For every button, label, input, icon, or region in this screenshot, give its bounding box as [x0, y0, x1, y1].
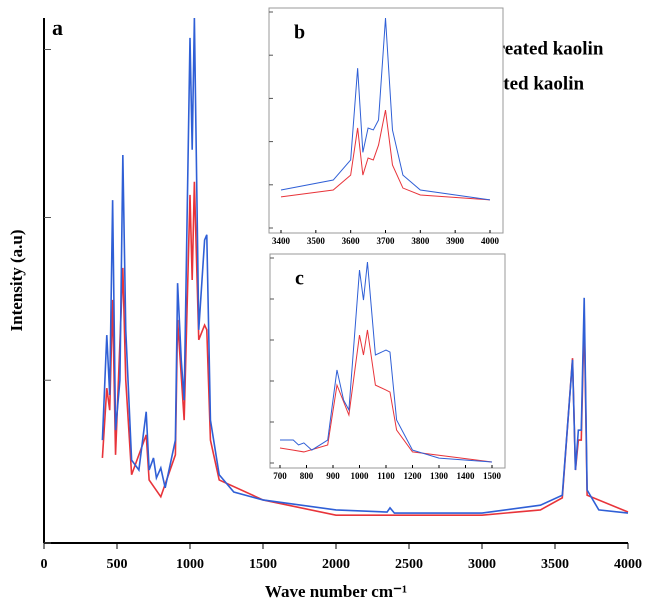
x-tick-label: 1400	[457, 471, 476, 481]
x-tick-label: 800	[300, 471, 314, 481]
x-tick-label: 3500	[541, 557, 569, 572]
x-tick-label: 1100	[377, 471, 395, 481]
spectrum-line	[280, 18, 491, 201]
x-tick-label: 2500	[395, 557, 423, 572]
inset-frame	[268, 7, 504, 234]
panel-label: a	[52, 15, 63, 40]
x-tick-label: 1000	[176, 557, 204, 572]
panel-label: b	[294, 22, 305, 44]
x-axis-label: Wave number cm⁻¹	[265, 582, 407, 601]
x-tick-label: 0	[41, 557, 48, 572]
x-tick-label: 3000	[468, 557, 496, 572]
x-tick-label: 1000	[351, 471, 370, 481]
x-tick-label: 2000	[322, 557, 350, 572]
x-tick-label: 4000	[481, 236, 500, 246]
spectrum-line	[101, 17, 629, 514]
x-tick-label: 1200	[404, 471, 423, 481]
x-tick-label: 1500	[249, 557, 277, 572]
x-tick-label: 3800	[411, 236, 430, 246]
inset-frame	[269, 253, 506, 469]
spectrum-line	[280, 109, 491, 201]
x-tick-label: 700	[273, 471, 287, 481]
x-tick-label: 1500	[483, 471, 502, 481]
x-tick-label: 1300	[430, 471, 449, 481]
x-tick-label: 3500	[307, 236, 326, 246]
x-tick-label: 3600	[342, 236, 361, 246]
x-tick-label: 500	[107, 557, 128, 572]
x-tick-label: 3700	[377, 236, 396, 246]
panel-label: c	[295, 268, 304, 290]
x-tick-label: 3900	[446, 236, 465, 246]
x-tick-label: 900	[326, 471, 340, 481]
x-tick-label: 4000	[614, 557, 642, 572]
x-tick-label: 3400	[272, 236, 291, 246]
y-axis-label: Intensity (a.u)	[7, 229, 26, 331]
spectrum-line	[280, 262, 493, 463]
